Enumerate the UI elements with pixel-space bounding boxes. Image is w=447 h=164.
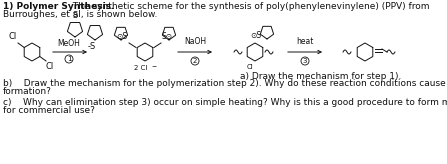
Text: for commercial use?: for commercial use? (3, 106, 95, 115)
Text: 1) Polymer Synthesis.: 1) Polymer Synthesis. (3, 2, 114, 11)
Text: −: − (152, 63, 156, 68)
Text: ⊙S: ⊙S (250, 31, 261, 40)
Text: b)    Draw the mechanism for the polymerization step 2). Why do these reaction c: b) Draw the mechanism for the polymeriza… (3, 79, 447, 88)
Text: ⊙S: ⊙S (116, 32, 127, 41)
Text: The synthetic scheme for the synthesis of poly(phenylenevinylene) (PPV) from: The synthetic scheme for the synthesis o… (70, 2, 430, 11)
Text: heat: heat (296, 37, 314, 46)
Text: S⊙: S⊙ (162, 32, 173, 41)
Text: NaOH: NaOH (184, 37, 206, 46)
Text: Cl: Cl (247, 64, 253, 70)
Text: 2: 2 (193, 58, 197, 64)
Text: MeOH: MeOH (58, 39, 80, 48)
Text: Cl: Cl (9, 32, 17, 41)
Text: a) Draw the mechanism for step 1).: a) Draw the mechanism for step 1). (240, 72, 401, 81)
Text: c)    Why can elimination step 3) occur on simple heating? Why is this a good pr: c) Why can elimination step 3) occur on … (3, 98, 447, 107)
Text: -S: -S (88, 42, 96, 51)
Text: formation?: formation? (3, 87, 52, 96)
Text: 1: 1 (67, 56, 71, 62)
Text: Cl: Cl (46, 62, 54, 71)
Text: S: S (72, 10, 78, 20)
Text: Burroughes, et al, is shown below.: Burroughes, et al, is shown below. (3, 10, 157, 19)
Text: 2 Cl: 2 Cl (134, 65, 148, 71)
Text: 3: 3 (303, 58, 307, 64)
